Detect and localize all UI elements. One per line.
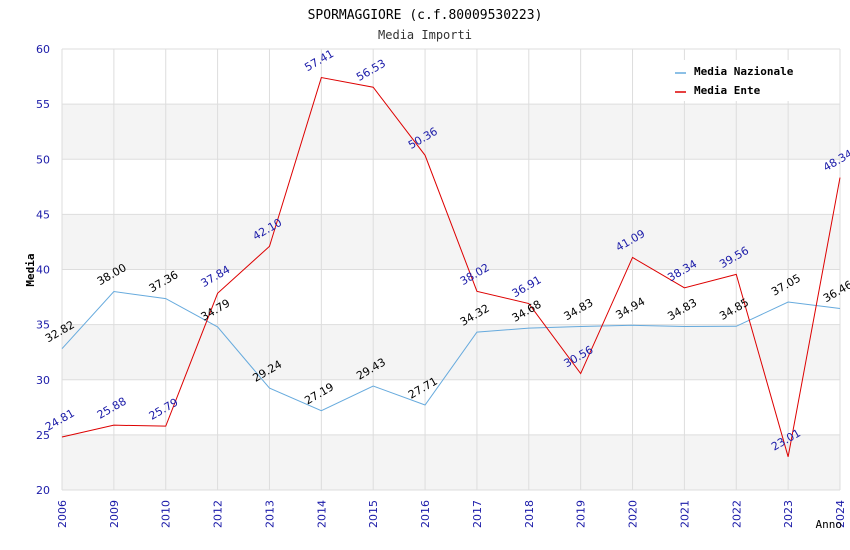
x-axis-title: Anno xyxy=(816,518,843,531)
x-tick-label: 2019 xyxy=(575,500,588,528)
y-tick-label: 55 xyxy=(36,98,50,111)
series-line-media-ente xyxy=(61,76,841,457)
x-tick-label: 2017 xyxy=(471,500,484,528)
grid-bands xyxy=(62,49,840,490)
grid-band xyxy=(62,159,840,215)
x-tick-label: 2021 xyxy=(678,500,691,528)
y-axis: 20 25 30 35 40 45 50 55 60 xyxy=(36,43,50,497)
y-tick-label: 25 xyxy=(36,429,50,442)
grid-band xyxy=(62,324,840,380)
chart-subtitle: Media Importi xyxy=(378,28,472,42)
grid-band xyxy=(62,104,840,160)
x-tick-label: 2013 xyxy=(263,500,276,528)
x-tick-label: 2014 xyxy=(315,500,328,528)
chart-title: SPORMAGGIORE (c.f.80009530223) xyxy=(308,8,543,23)
y-tick-label: 45 xyxy=(36,208,50,221)
x-tick-label: 2023 xyxy=(782,500,795,528)
y-tick-label: 40 xyxy=(36,264,50,277)
series-lines xyxy=(61,76,841,457)
legend-label-media-ente: Media Ente xyxy=(694,84,761,97)
grid-band xyxy=(62,379,840,435)
y-tick-label: 35 xyxy=(36,319,50,332)
x-tick-label: 2012 xyxy=(212,500,225,528)
x-tick-label: 2009 xyxy=(108,500,121,528)
grid-band xyxy=(62,434,840,490)
x-tick-label: 2015 xyxy=(367,500,380,528)
y-tick-label: 20 xyxy=(36,484,50,497)
x-axis: 2006 2009 2010 2012 2013 2014 2015 2016 2017 2018… xyxy=(56,500,847,528)
y-tick-label: 30 xyxy=(36,374,50,387)
grid-band xyxy=(62,269,840,325)
x-tick-label: 2010 xyxy=(160,500,173,528)
x-tick-label: 2024 xyxy=(834,500,847,528)
x-tick-label: 2006 xyxy=(56,500,69,528)
y-axis-title: Media xyxy=(24,253,37,286)
x-tick-label: 2016 xyxy=(419,500,432,528)
legend-label-media-nazionale: Media Nazionale xyxy=(694,65,794,78)
y-tick-label: 50 xyxy=(36,153,50,166)
x-tick-label: 2018 xyxy=(523,500,536,528)
y-tick-label: 60 xyxy=(36,43,50,56)
legend: Media Nazionale Media Ente xyxy=(670,60,810,101)
x-tick-label: 2020 xyxy=(627,500,640,528)
series-line-media-nazionale xyxy=(61,291,841,412)
grid-lines xyxy=(61,48,841,491)
legend-box xyxy=(670,60,810,101)
x-tick-label: 2022 xyxy=(730,500,743,528)
